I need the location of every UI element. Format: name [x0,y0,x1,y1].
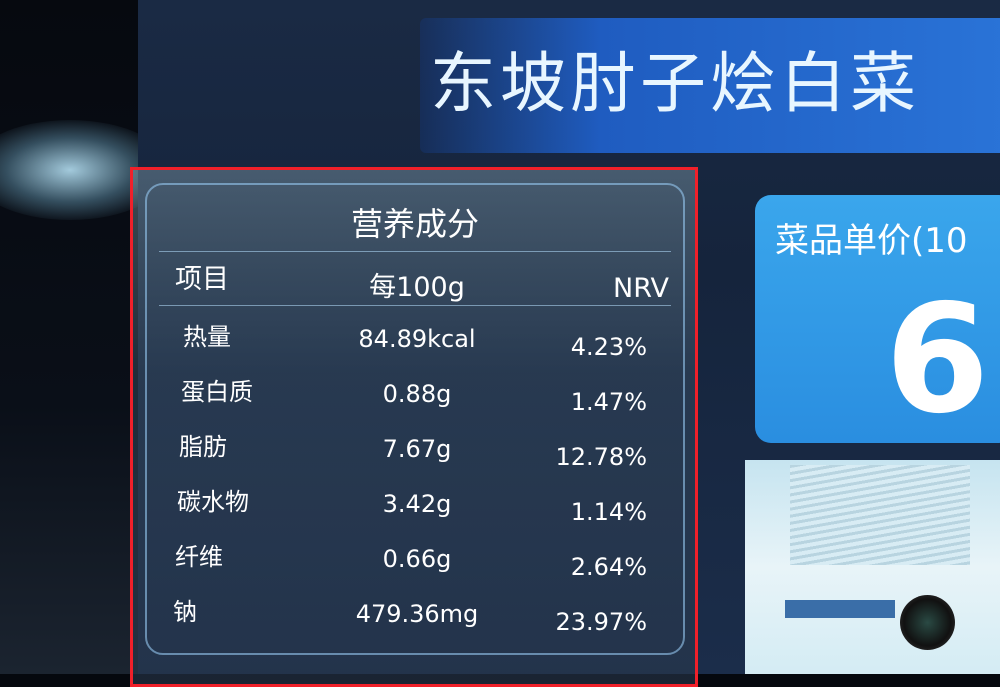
nutrition-row-per100g: 3.42g [382,490,452,518]
nutrition-row-item: 纤维 [175,543,223,571]
nutrition-row-per100g: 0.88g [382,380,452,408]
column-header-nrv: NRV [613,273,669,304]
nutrition-panel: 营养成分 项目 每100g NRV 热量 84.89kcal 4.23% 蛋白质 0.8… [145,183,685,655]
column-header-item: 项目 [175,264,229,295]
nutrition-row-nrv: 12.78% [555,443,647,471]
nutrition-row-nrv: 4.23% [570,333,647,361]
price-card: 菜品单价(10 6. [755,195,1000,443]
nutrition-row-per100g: 0.66g [382,545,452,573]
nutrition-row-nrv: 1.14% [570,498,647,526]
nutrition-row-item: 蛋白质 [181,378,253,406]
nutrition-row-per100g: 479.36mg [355,600,479,628]
column-header-per100g: 每100g [369,272,465,303]
dish-title: 东坡肘子烩白菜 [430,45,920,122]
price-value: 6. [885,273,1000,447]
nutrition-row-nrv: 2.64% [570,553,647,581]
nutrition-row-item: 热量 [183,323,231,351]
nutrition-row-nrv: 23.97% [555,608,647,636]
nutrition-row-item: 脂肪 [179,433,227,461]
divider [159,305,671,306]
price-label: 菜品单价(10 [775,221,968,261]
nutrition-row-per100g: 7.67g [382,435,452,463]
nutrition-row-item: 碳水物 [177,488,249,516]
screen-bezel [0,0,140,674]
nutrition-row-item: 钠 [173,598,197,626]
photo-booth [785,600,895,618]
highlight-box [130,167,698,687]
title-banner [420,18,1000,153]
divider [159,251,671,252]
photo-ceiling [790,465,970,565]
nutrition-row-per100g: 84.89kcal [358,325,476,353]
nutrition-title: 营养成分 [350,205,479,243]
nutrition-row-nrv: 1.47% [570,388,647,416]
photo-camera [900,595,955,650]
promo-photo [745,460,1000,674]
